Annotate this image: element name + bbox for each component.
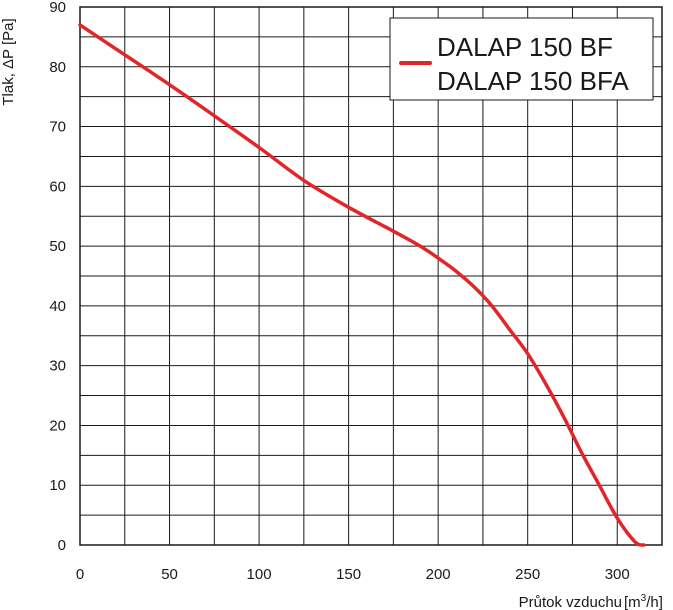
x-tick-label: 300 xyxy=(605,566,630,583)
x-tick-label: 150 xyxy=(336,566,361,583)
legend-label-2: DALAP 150 BFA xyxy=(437,66,629,96)
y-tick-label: 50 xyxy=(49,238,66,255)
x-axis-unit: [m3/h] xyxy=(624,593,663,610)
y-tick-label: 40 xyxy=(49,298,66,315)
y-tick-label: 30 xyxy=(49,358,66,375)
plot-frame xyxy=(79,6,663,546)
tick-labels: 0 50 100 150 200 250 300 0 10 20 30 40 50 60 70 80 90 xyxy=(49,0,629,583)
y-tick-label: 20 xyxy=(49,417,66,434)
series-line xyxy=(78,23,646,547)
legend-label-1: DALAP 150 BF xyxy=(437,32,613,62)
legend: DALAP 150 BF DALAP 150 BFA xyxy=(389,17,654,101)
x-tick-label: 50 xyxy=(161,566,178,583)
y-tick-label: 0 xyxy=(58,537,66,554)
y-axis-label: Tlak, ΔP [Pa] xyxy=(0,18,17,105)
y-tick-label: 10 xyxy=(49,477,66,494)
y-tick-label: 90 xyxy=(49,0,66,16)
x-tick-label: 0 xyxy=(76,566,84,583)
y-tick-label: 80 xyxy=(49,59,66,76)
y-tick-label: 70 xyxy=(49,119,66,136)
x-axis-label: Průtok vzduchu xyxy=(519,594,622,610)
x-tick-label: 100 xyxy=(247,566,272,583)
legend-box xyxy=(389,17,654,101)
x-tick-label: 250 xyxy=(515,566,540,583)
series-lines xyxy=(78,23,646,547)
x-tick-label: 200 xyxy=(426,566,451,583)
y-tick-label: 60 xyxy=(49,178,66,195)
